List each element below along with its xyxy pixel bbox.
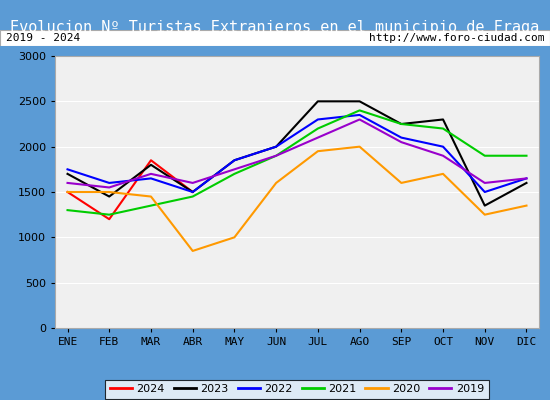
2022 [398, 135, 405, 140]
2022 [106, 180, 113, 185]
2021 [440, 126, 447, 131]
2023 [398, 122, 405, 126]
2021 [273, 153, 279, 158]
2019 [398, 140, 405, 144]
2024 [147, 158, 154, 163]
2023 [440, 117, 447, 122]
2024 [64, 190, 71, 194]
2020 [315, 149, 321, 154]
2019 [481, 180, 488, 185]
2023 [481, 203, 488, 208]
2020 [273, 180, 279, 185]
Text: http://www.foro-ciudad.com: http://www.foro-ciudad.com [369, 33, 544, 43]
2020 [356, 144, 363, 149]
2023 [147, 162, 154, 167]
2021 [106, 212, 113, 217]
2022 [523, 176, 530, 181]
2020 [440, 172, 447, 176]
2022 [231, 158, 238, 163]
2021 [398, 122, 405, 126]
2020 [189, 248, 196, 253]
2019 [315, 135, 321, 140]
2022 [64, 167, 71, 172]
2024 [106, 217, 113, 222]
2020 [398, 180, 405, 185]
Text: 2019 - 2024: 2019 - 2024 [6, 33, 80, 43]
2021 [315, 126, 321, 131]
Line: 2021: 2021 [68, 110, 526, 215]
Legend: 2024, 2023, 2022, 2021, 2020, 2019: 2024, 2023, 2022, 2021, 2020, 2019 [106, 380, 488, 399]
2021 [189, 194, 196, 199]
2024 [189, 190, 196, 194]
2020 [147, 194, 154, 199]
2023 [189, 190, 196, 194]
2020 [523, 203, 530, 208]
2019 [231, 167, 238, 172]
2022 [273, 144, 279, 149]
2019 [64, 180, 71, 185]
2019 [440, 153, 447, 158]
Text: Evolucion Nº Turistas Extranjeros en el municipio de Fraga: Evolucion Nº Turistas Extranjeros en el … [10, 20, 540, 35]
2021 [523, 153, 530, 158]
2019 [273, 153, 279, 158]
2022 [315, 117, 321, 122]
2022 [356, 112, 363, 117]
2021 [64, 208, 71, 212]
2022 [147, 176, 154, 181]
2022 [440, 144, 447, 149]
2021 [231, 172, 238, 176]
2023 [273, 144, 279, 149]
2019 [147, 172, 154, 176]
Line: 2023: 2023 [68, 101, 526, 206]
2020 [106, 190, 113, 194]
2023 [523, 180, 530, 185]
2021 [481, 153, 488, 158]
2023 [64, 172, 71, 176]
Line: 2019: 2019 [68, 120, 526, 188]
2022 [481, 190, 488, 194]
2021 [147, 203, 154, 208]
2020 [64, 190, 71, 194]
2022 [189, 190, 196, 194]
2019 [106, 185, 113, 190]
2023 [356, 99, 363, 104]
2023 [231, 158, 238, 163]
2020 [231, 235, 238, 240]
Line: 2020: 2020 [68, 147, 526, 251]
Line: 2022: 2022 [68, 115, 526, 192]
2023 [315, 99, 321, 104]
2019 [356, 117, 363, 122]
2021 [356, 108, 363, 113]
2019 [189, 180, 196, 185]
2019 [523, 176, 530, 181]
2023 [106, 194, 113, 199]
2020 [481, 212, 488, 217]
Line: 2024: 2024 [68, 160, 192, 219]
